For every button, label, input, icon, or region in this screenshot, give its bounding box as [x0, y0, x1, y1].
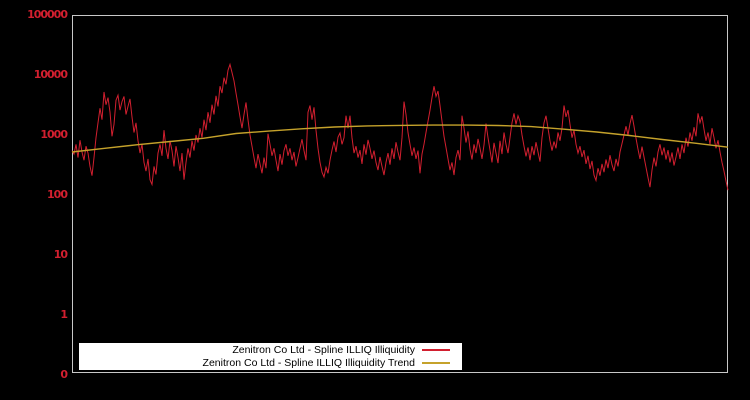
legend-line-sample-illiquidity [422, 349, 450, 351]
legend-label-illiquidity: Zenitron Co Ltd - Spline ILLIQ Illiquidi… [232, 344, 415, 356]
y-tick-label: 0 [60, 368, 68, 381]
legend-label-trend: Zenitron Co Ltd - Spline ILLIQ Illiquidi… [202, 357, 415, 369]
y-tick-label: 10 [53, 248, 68, 261]
legend-row-illiquidity: Zenitron Co Ltd - Spline ILLIQ Illiquidi… [79, 344, 462, 357]
series-line-illiquidity [71, 62, 729, 191]
legend: Zenitron Co Ltd - Spline ILLIQ Illiquidi… [79, 343, 462, 370]
y-tick-label: 100000 [27, 8, 68, 21]
legend-line-sample-trend [422, 362, 450, 364]
y-tick-label: 10000 [33, 68, 68, 81]
plot-area [72, 15, 728, 373]
y-tick-label: 1 [60, 308, 68, 321]
legend-row-trend: Zenitron Co Ltd - Spline ILLIQ Illiquidi… [79, 357, 462, 370]
series-line-trend [71, 124, 729, 153]
y-tick-label: 100 [47, 188, 68, 201]
y-tick-label: 1000 [40, 128, 68, 141]
y-axis: 100000 10000 1000 100 10 1 0 [0, 0, 68, 400]
